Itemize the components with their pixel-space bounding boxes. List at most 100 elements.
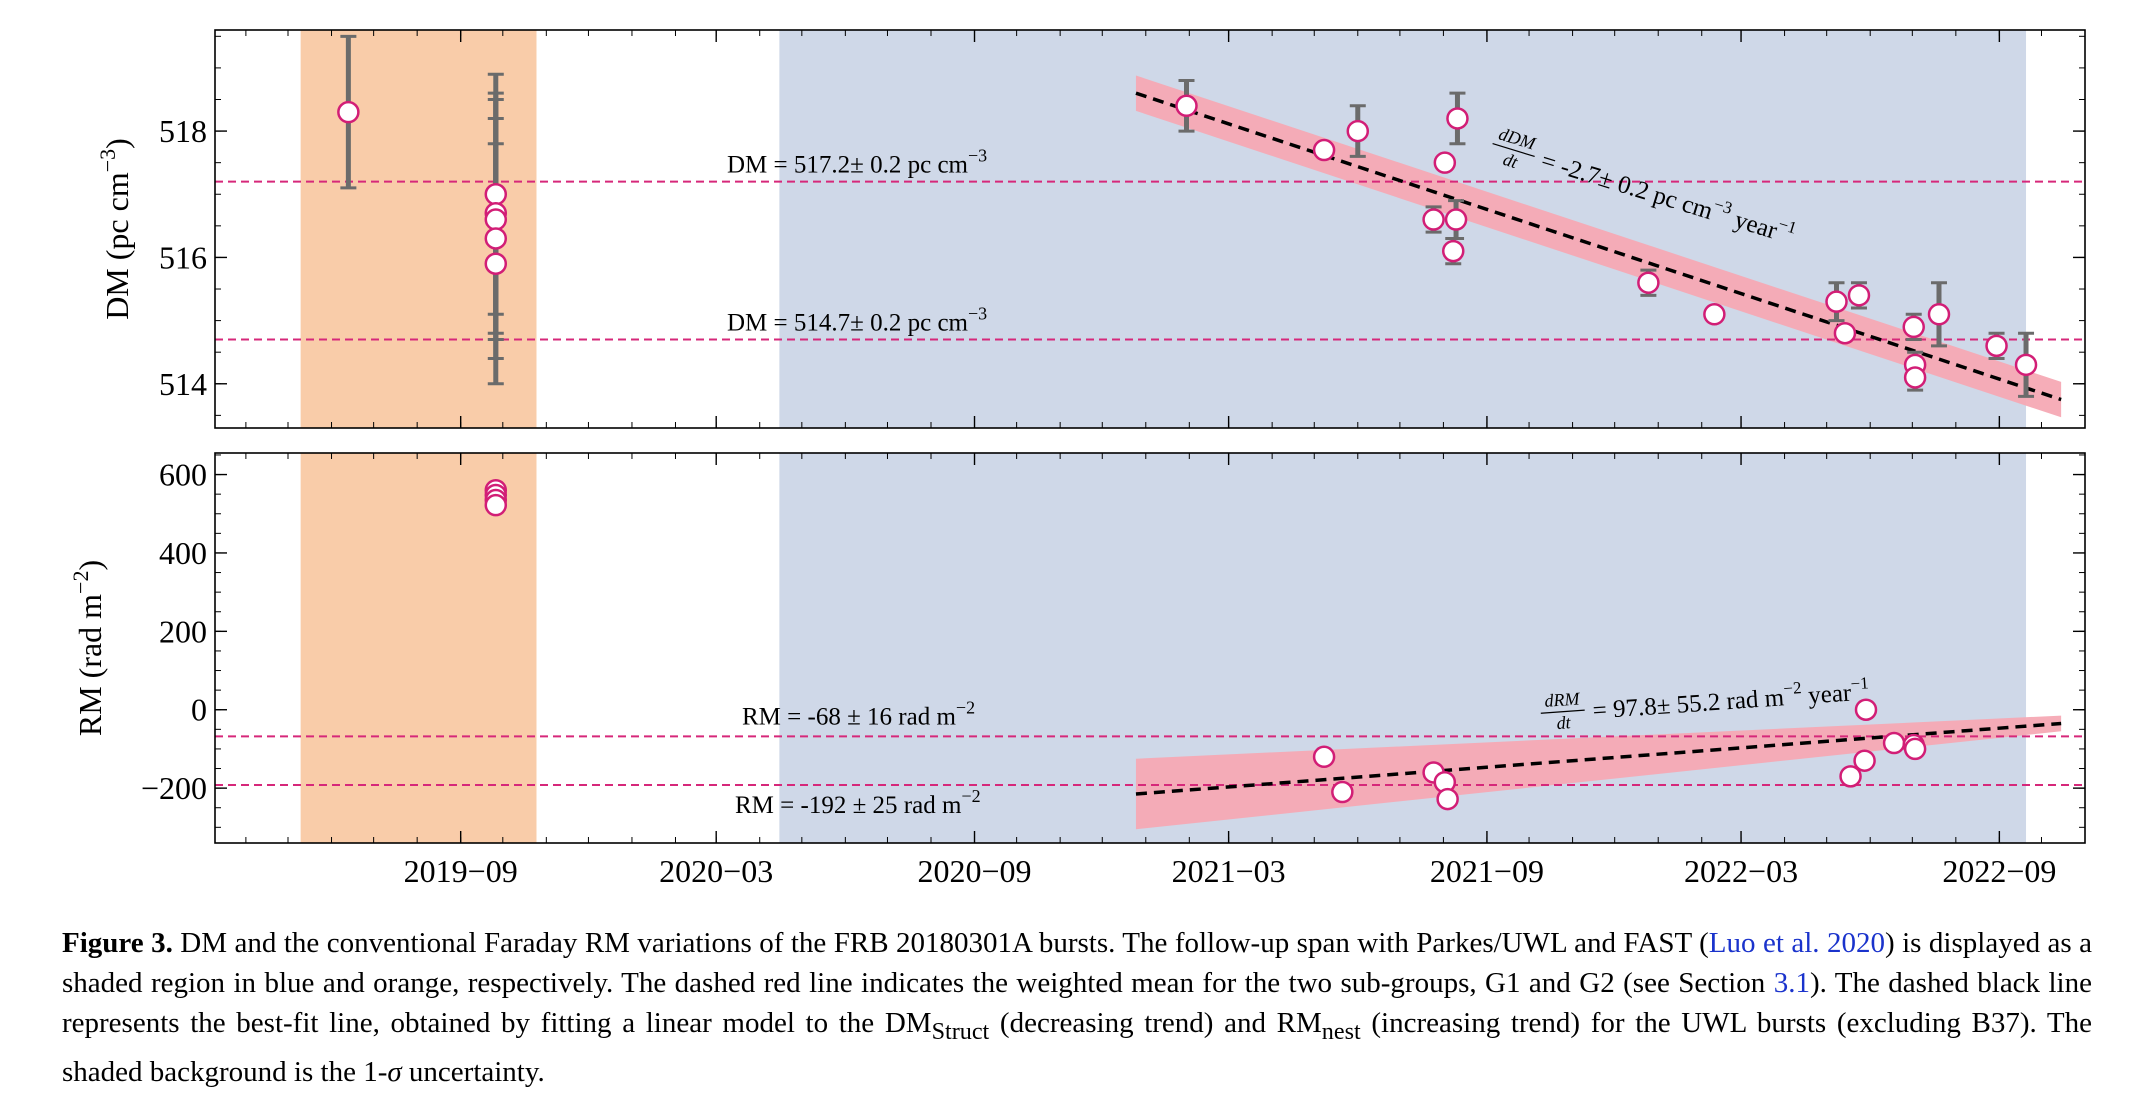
fit-label-sup1: −2 bbox=[1783, 678, 1802, 698]
figure-chart: DM = 517.2± 0.2 pc cm−3DM = 514.7± 0.2 p… bbox=[68, 29, 2086, 889]
data-point bbox=[1853, 749, 1876, 772]
data-point bbox=[1422, 208, 1445, 231]
mean-label-superscript: −2 bbox=[961, 786, 980, 806]
y-label-close: ) bbox=[72, 560, 108, 571]
data-point bbox=[484, 227, 508, 250]
y-tick-label: 0 bbox=[191, 692, 207, 728]
mean-line-label: DM = 514.7± 0.2 pc cm−3 bbox=[727, 304, 987, 337]
caption-text-3: ). The dashed black line represents the … bbox=[62, 967, 2092, 1039]
fraction-bar bbox=[1540, 709, 1585, 714]
data-point bbox=[1854, 698, 1878, 721]
fraction-bar bbox=[1492, 143, 1535, 158]
caption-sigma: σ bbox=[387, 1055, 402, 1088]
fit-label-numerator: dRM bbox=[1544, 688, 1581, 710]
y-label-close: ) bbox=[99, 138, 135, 149]
data-point bbox=[2014, 353, 2038, 377]
figure-caption: Figure 3. DM and the conventional Farada… bbox=[62, 923, 2092, 1092]
caption-text-1: DM and the conventional Faraday RM varia… bbox=[172, 927, 1709, 959]
fit-label-sup2: −1 bbox=[1850, 673, 1869, 693]
data-point bbox=[1985, 334, 2008, 358]
y-axis-label: RM (rad m−2) bbox=[68, 560, 108, 736]
data-point bbox=[1927, 303, 1951, 326]
y-label-superscript: −3 bbox=[95, 149, 120, 172]
data-point bbox=[1312, 745, 1336, 769]
data-point bbox=[1703, 303, 1726, 326]
mean-label-superscript: −2 bbox=[956, 697, 975, 717]
data-point bbox=[1839, 765, 1862, 788]
x-tick-label: 2021−09 bbox=[1430, 853, 1544, 889]
fit-label-sup2: −1 bbox=[1776, 214, 1799, 237]
x-tick-label: 2020−09 bbox=[917, 853, 1031, 889]
caption-text-6: uncertainty. bbox=[401, 1055, 545, 1088]
caption-sub-struct: Struct bbox=[931, 1017, 990, 1045]
data-point bbox=[1902, 315, 1925, 339]
data-point bbox=[1903, 366, 1927, 389]
y-tick-label: 516 bbox=[159, 239, 207, 275]
data-point bbox=[1637, 271, 1660, 294]
data-point bbox=[337, 100, 360, 124]
y-tick-label: 514 bbox=[159, 366, 207, 402]
data-point bbox=[1441, 239, 1465, 263]
caption-label: Figure 3. bbox=[62, 927, 173, 959]
data-point bbox=[1825, 290, 1848, 313]
fit-uncertainty-band bbox=[1135, 715, 2062, 830]
data-point bbox=[1175, 94, 1198, 118]
x-tick-label: 2021−03 bbox=[1172, 853, 1286, 889]
mean-label-superscript: −3 bbox=[968, 304, 987, 324]
x-tick-label: 2022−03 bbox=[1684, 853, 1798, 889]
y-label-text: DM (pc cm bbox=[99, 172, 135, 320]
fit-label-denominator: dt bbox=[1556, 712, 1572, 733]
section-link[interactable]: 3.1 bbox=[1773, 967, 1810, 999]
y-axis-label: DM (pc cm−3) bbox=[95, 138, 135, 320]
shaded-region-fast bbox=[300, 453, 537, 843]
caption-sub-nest: nest bbox=[1321, 1017, 1361, 1045]
fit-label-year: year bbox=[1801, 680, 1853, 710]
data-point bbox=[1436, 787, 1459, 811]
data-point bbox=[1903, 737, 1927, 761]
mean-line-label: RM = -68 ± 16 rad m−2 bbox=[742, 697, 975, 730]
caption-text-2: ) is displayed as a shaded region in blu… bbox=[62, 927, 2093, 999]
data-point bbox=[1833, 321, 1857, 345]
mean-label-text: DM = 514.7± 0.2 pc cm bbox=[727, 310, 969, 337]
mean-label-text: RM = -192 ± 25 rad m bbox=[735, 792, 962, 819]
fit-label-sup1: −3 bbox=[1712, 195, 1735, 218]
data-point bbox=[484, 183, 508, 206]
axes-frame bbox=[214, 452, 2086, 844]
caption-text-5: (increasing trend) for the UWL bursts (e… bbox=[62, 1007, 2092, 1088]
mean-line-label: DM = 517.2± 0.2 pc cm−3 bbox=[727, 146, 987, 179]
data-point bbox=[484, 493, 508, 517]
y-tick-label: 200 bbox=[159, 613, 207, 649]
mean-line-label: RM = -192 ± 25 rad m−2 bbox=[735, 786, 981, 819]
mean-label-superscript: −3 bbox=[968, 146, 987, 166]
caption-text-4: (decreasing trend) and RM bbox=[989, 1007, 1322, 1039]
y-label-superscript: −2 bbox=[68, 571, 93, 594]
x-tick-label: 2019−09 bbox=[404, 853, 518, 889]
best-fit-line bbox=[1135, 721, 2062, 796]
data-point bbox=[1847, 284, 1871, 307]
data-point bbox=[1312, 138, 1336, 162]
data-point bbox=[1331, 780, 1354, 804]
data-point bbox=[1882, 731, 1906, 755]
dm-panel: DM = 517.2± 0.2 pc cm−3DM = 514.7± 0.2 p… bbox=[95, 29, 2086, 429]
y-tick-label: 600 bbox=[159, 457, 207, 493]
rm-panel: RM = -68 ± 16 rad m−2RM = -192 ± 25 rad … bbox=[68, 452, 2086, 889]
data-point bbox=[484, 208, 508, 231]
data-point bbox=[1346, 119, 1370, 143]
plot-area bbox=[215, 30, 2085, 428]
data-point bbox=[1444, 208, 1468, 231]
y-tick-label: −200 bbox=[141, 770, 207, 806]
mean-label-text: RM = -68 ± 16 rad m bbox=[742, 703, 956, 730]
x-tick-label: 2020−03 bbox=[659, 853, 773, 889]
y-tick-label: 400 bbox=[159, 535, 207, 571]
mean-label-text: DM = 517.2± 0.2 pc cm bbox=[727, 152, 969, 179]
best-fit-line bbox=[1135, 91, 2062, 402]
data-point bbox=[1433, 151, 1457, 174]
citation-link-luo[interactable]: Luo et al. 2020 bbox=[1708, 927, 1885, 959]
y-tick-label: 518 bbox=[159, 113, 207, 149]
y-label-text: RM (rad m bbox=[72, 594, 108, 736]
plot-area bbox=[215, 453, 2085, 843]
data-point bbox=[1446, 107, 1469, 130]
data-point bbox=[484, 252, 508, 275]
x-tick-label: 2022−09 bbox=[1942, 853, 2056, 889]
